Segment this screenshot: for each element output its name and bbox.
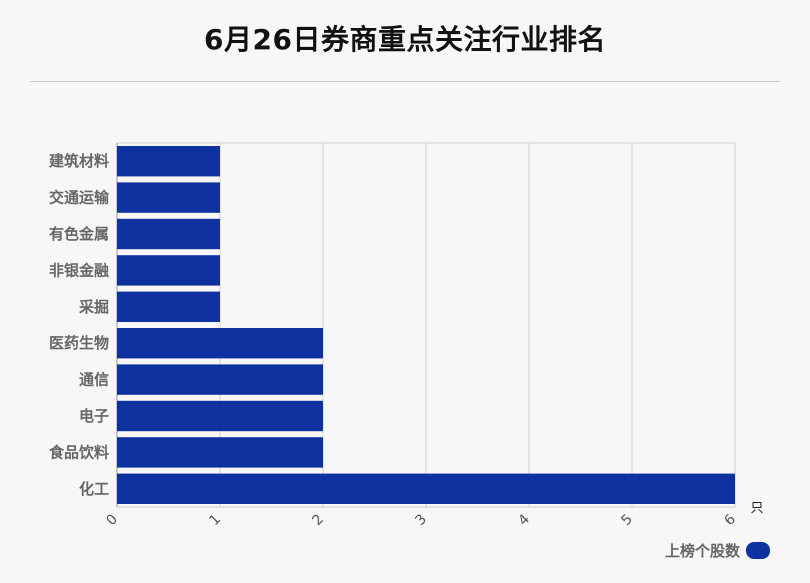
x-tick-label: 2 [309,511,327,529]
bar [117,473,735,504]
category-label: 建筑材料 [49,152,109,170]
bar [117,328,323,359]
bar [117,291,220,322]
legend-label: 上榜个股数 [664,542,740,560]
x-tick-label: 6 [721,511,739,529]
x-tick-label: 5 [618,511,636,529]
x-unit-label: 只 [750,501,763,516]
category-label: 食品饮料 [49,443,109,461]
x-tick-label: 4 [515,511,533,529]
category-label: 医药生物 [49,334,109,352]
legend[interactable]: 上榜个股数 [665,540,770,561]
bar [117,437,323,468]
bar [117,400,323,432]
category-label: 化工 [79,480,109,498]
category-label: 有色金属 [49,225,109,243]
legend-swatch [746,542,770,559]
bar [117,146,220,177]
title-divider [30,81,780,82]
bar [117,255,220,286]
bar [117,364,323,395]
x-tick-label: 1 [206,511,224,529]
category-label: 采掘 [78,298,109,316]
chart-title: 6月26日券商重点关注行业排名 [204,23,606,56]
category-label: 非银金融 [49,261,109,279]
category-label: 交通运输 [49,189,110,207]
category-label: 通信 [79,371,109,389]
bar [117,182,220,213]
x-tick-label: 0 [103,511,121,529]
category-label: 电子 [79,407,109,425]
x-tick-label: 3 [412,511,430,529]
bar [117,218,220,250]
